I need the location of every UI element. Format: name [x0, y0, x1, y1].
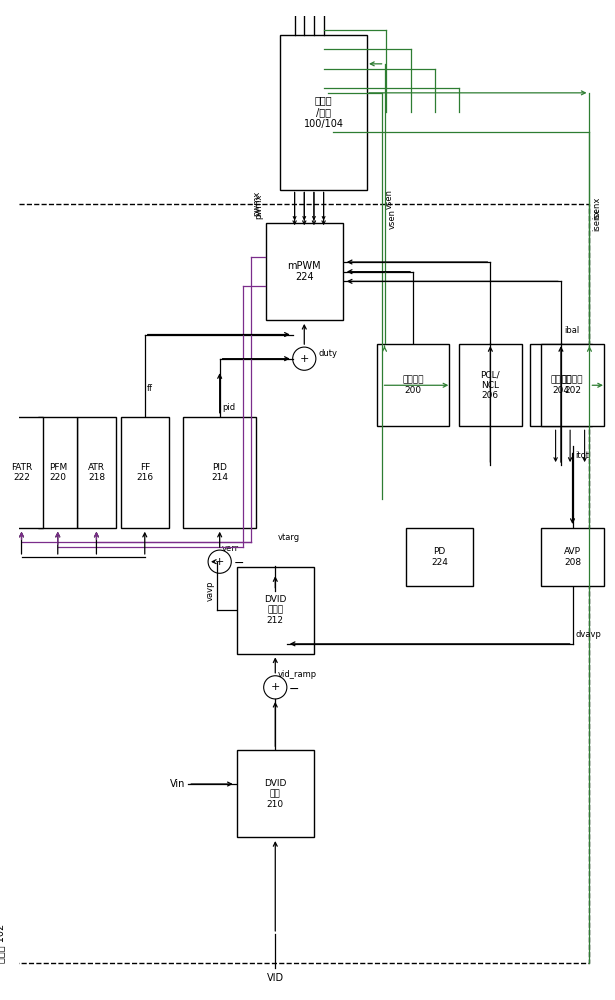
Text: mPWM
224: mPWM 224 [287, 261, 321, 282]
Bar [77, 417, 116, 528]
Text: −: − [233, 557, 244, 570]
Bar [530, 344, 592, 426]
Text: PFM
220: PFM 220 [49, 463, 67, 482]
Bar [38, 417, 77, 528]
Bar [459, 344, 522, 426]
Bar [541, 344, 604, 426]
Text: ATR
218: ATR 218 [88, 463, 105, 482]
Text: vavp: vavp [205, 580, 215, 601]
Text: 控制器 102: 控制器 102 [0, 924, 5, 963]
Text: duty: duty [319, 349, 338, 358]
Text: −: − [289, 683, 300, 696]
Text: PID
214: PID 214 [211, 463, 228, 482]
Text: 功率级
/负载
100/104: 功率级 /负载 100/104 [304, 96, 344, 129]
Text: vtarg: vtarg [278, 533, 300, 542]
Bar [280, 35, 367, 190]
Bar [237, 750, 314, 837]
Text: FATR
222: FATR 222 [11, 463, 32, 482]
Bar [541, 528, 604, 586]
Text: PD
224: PD 224 [431, 547, 448, 567]
Text: 电压感测
200: 电压感测 200 [402, 376, 424, 395]
Text: dvavp: dvavp [576, 630, 601, 639]
Bar [237, 567, 314, 654]
Bar [266, 223, 343, 320]
Text: FF
216: FF 216 [136, 463, 153, 482]
Text: isenx: isenx [592, 196, 601, 219]
Text: PCL/
NCL
206: PCL/ NCL 206 [480, 370, 500, 400]
Text: +: + [271, 682, 280, 692]
Text: itot: itot [576, 451, 589, 460]
Text: AVP
208: AVP 208 [564, 547, 581, 567]
Text: vsen: vsen [384, 189, 394, 209]
Bar [377, 344, 450, 426]
Text: DVID
斜坡
210: DVID 斜坡 210 [264, 779, 287, 809]
Text: verr: verr [221, 544, 239, 553]
Text: 电流感测
202: 电流感测 202 [561, 376, 583, 395]
Text: pwmx: pwmx [255, 193, 264, 219]
Text: VID: VID [267, 973, 284, 983]
Text: pwmx: pwmx [252, 190, 261, 216]
Text: Vin: Vin [170, 779, 185, 789]
Text: vid_ramp: vid_ramp [278, 670, 317, 679]
Text: pid: pid [223, 403, 236, 412]
Text: ff: ff [147, 384, 153, 393]
Bar [406, 528, 474, 586]
Text: +: + [215, 557, 224, 567]
Bar [0, 417, 43, 528]
Bar [183, 417, 256, 528]
Text: +: + [300, 354, 309, 364]
Text: 电流平衡
204: 电流平衡 204 [550, 376, 572, 395]
Text: ibal: ibal [564, 326, 579, 335]
Text: vsen: vsen [387, 209, 397, 229]
Text: DVID
滤波器
212: DVID 滤波器 212 [264, 595, 287, 625]
Text: isenx: isenx [592, 209, 601, 231]
Bar [0, 204, 589, 963]
Bar [121, 417, 169, 528]
